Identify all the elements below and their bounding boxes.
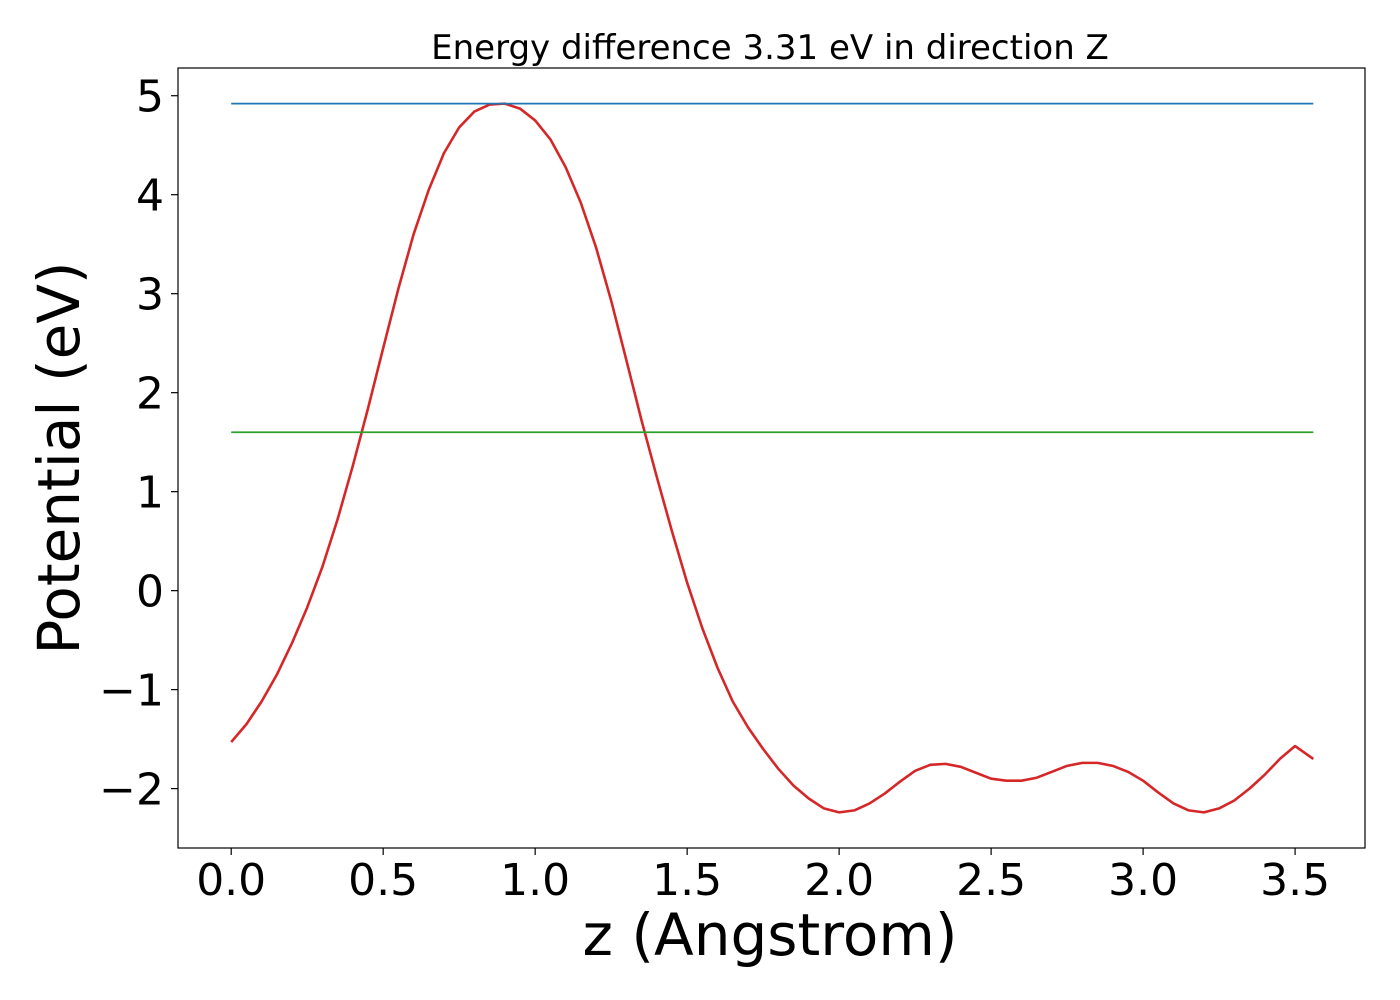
x-tick-label: 3.5 — [1260, 855, 1330, 906]
y-axis-label: Potential (eV) — [25, 261, 93, 654]
x-tick-label: 1.5 — [652, 855, 722, 906]
x-tick-label: 1.0 — [500, 855, 570, 906]
series-layer — [230, 102, 1315, 814]
y-tick-label: 3 — [136, 270, 164, 321]
x-tick-label: 2.5 — [956, 855, 1026, 906]
x-axis-ticks: 0.0 0.5 1.0 1.5 2.0 2.5 3.0 3.5 — [196, 848, 1330, 906]
chart-title: Energy difference 3.31 eV in direction Z — [431, 28, 1109, 68]
y-tick-label: −2 — [99, 765, 164, 816]
y-tick-label: 5 — [136, 72, 164, 123]
y-tick-label: 1 — [136, 468, 164, 519]
y-tick-label: 2 — [136, 369, 164, 420]
y-tick-label: −1 — [99, 666, 164, 717]
x-axis-label: z (Angstrom) — [583, 901, 958, 969]
x-tick-label: 3.0 — [1108, 855, 1178, 906]
series-line-1 — [230, 102, 1315, 814]
y-tick-label: 4 — [136, 171, 164, 222]
x-tick-label: 0.5 — [348, 855, 418, 906]
y-axis-ticks: −2 −1 0 1 2 3 4 5 — [99, 72, 178, 816]
x-tick-label: 2.0 — [804, 855, 874, 906]
x-tick-label: 0.0 — [196, 855, 266, 906]
y-tick-label: 0 — [136, 567, 164, 618]
plot-area-frame — [177, 67, 1366, 849]
